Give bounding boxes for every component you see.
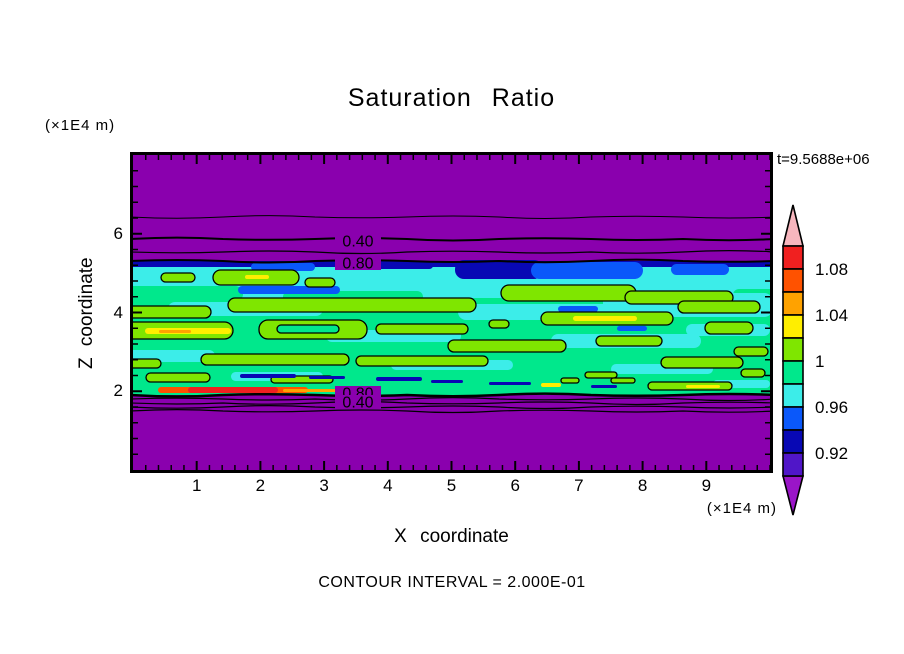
x-tick-label: 3 bbox=[319, 476, 329, 495]
x-axis-title: X coordinate bbox=[394, 526, 509, 547]
time-annotation: t=9.5688e+06 bbox=[777, 151, 870, 168]
y-axis-tick-labels: 2 4 6 bbox=[85, 0, 123, 654]
x-tick-label: 8 bbox=[637, 476, 648, 495]
saturation-ratio-contour-plot: 0.400.800.800.40 bbox=[133, 155, 770, 470]
svg-text:0.80: 0.80 bbox=[342, 256, 373, 273]
y-tick-label: 2 bbox=[113, 381, 123, 401]
x-axis-units-label: (×1E4 m) bbox=[706, 500, 777, 517]
colorbar-tick-label: 1.04 bbox=[815, 306, 848, 325]
x-tick-label: 5 bbox=[446, 476, 457, 495]
contour-plot-area: 0.40 0.80 0.80 0.40 bbox=[130, 152, 773, 473]
contour-interval-note: CONTOUR INTERVAL = 2.000E-01 bbox=[318, 574, 586, 591]
x-tick-label: 1 bbox=[191, 476, 202, 495]
x-tick-label: 6 bbox=[510, 476, 520, 495]
colorbar-tick-label: 1.08 bbox=[815, 260, 848, 279]
colorbar: 1.08 1.04 1 0.96 0.92 bbox=[770, 195, 904, 525]
colorbar-tick-label: 0.96 bbox=[815, 398, 848, 417]
x-tick-label: 9 bbox=[701, 476, 712, 495]
y-axis-units-label: (×1E4 m) bbox=[45, 117, 116, 134]
x-tick-label: 7 bbox=[574, 476, 584, 495]
colorbar-tick-label: 0.92 bbox=[815, 444, 848, 463]
colorbar-tick-label: 1 bbox=[815, 352, 824, 371]
x-tick-label: 4 bbox=[383, 476, 393, 495]
svg-text:0.40: 0.40 bbox=[342, 395, 373, 412]
x-axis-tick-labels: 1 2 3 4 5 6 7 8 9 bbox=[133, 476, 770, 498]
svg-text:0.40: 0.40 bbox=[342, 234, 373, 251]
x-tick-label: 2 bbox=[255, 476, 266, 495]
colorbar-scale: 1.08 1.04 1 0.96 0.92 bbox=[781, 204, 848, 516]
y-tick-label: 6 bbox=[113, 223, 123, 243]
plot-title: Saturation Ratio bbox=[347, 84, 556, 112]
y-tick-label: 4 bbox=[113, 302, 123, 322]
